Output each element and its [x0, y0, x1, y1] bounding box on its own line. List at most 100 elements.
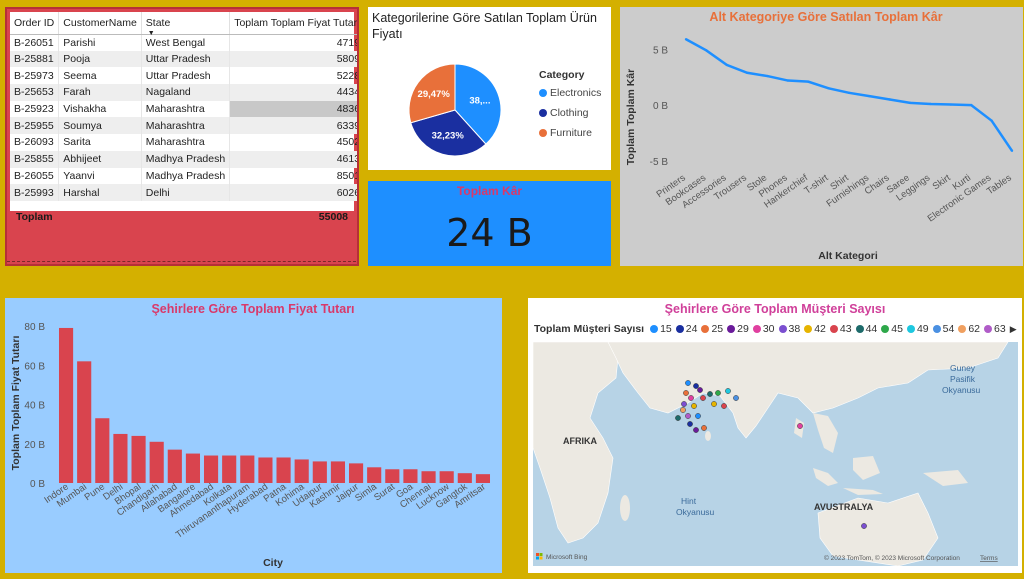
line-data-point[interactable]	[929, 102, 932, 106]
line-data-point[interactable]	[684, 38, 688, 41]
map-city-marker[interactable]	[707, 391, 713, 397]
line-data-point[interactable]	[807, 80, 810, 83]
map-city-marker[interactable]	[711, 401, 717, 407]
table-row[interactable]: B-25881 Pooja Uttar Pradesh 5809	[10, 50, 357, 68]
line-data-point[interactable]	[766, 74, 769, 78]
column-header-customer-name[interactable]: CustomerName	[58, 12, 142, 35]
map-city-marker[interactable]	[685, 380, 691, 386]
bar[interactable]	[348, 463, 364, 483]
line-data-point[interactable]	[908, 101, 912, 105]
bar[interactable]	[77, 361, 92, 483]
map-legend-item[interactable]: 62	[958, 323, 980, 335]
map-city-marker[interactable]	[861, 523, 867, 529]
bar[interactable]	[185, 453, 201, 483]
map-city-marker[interactable]	[701, 425, 707, 431]
table-row[interactable]: B-25955 Soumya Maharashtra 6339	[10, 117, 357, 135]
map-legend-item[interactable]: 38	[778, 323, 800, 335]
bar[interactable]	[294, 459, 309, 483]
pie-legend-item[interactable]: Clothing	[539, 107, 589, 119]
bar[interactable]	[95, 418, 110, 483]
map-city-marker[interactable]	[680, 407, 686, 413]
map-city-marker[interactable]	[695, 413, 701, 419]
column-header-total-price[interactable]: Toplam Toplam Fiyat Tutarı	[229, 12, 357, 35]
column-header-order-id[interactable]: Order ID	[10, 12, 60, 35]
map-city-marker[interactable]	[688, 395, 694, 401]
map-city-marker[interactable]	[693, 427, 699, 433]
bar[interactable]	[403, 469, 418, 483]
bar[interactable]	[385, 469, 400, 483]
line-data-point[interactable]	[970, 103, 973, 107]
map-city-marker[interactable]	[721, 403, 727, 409]
table-row[interactable]: B-25973 Seema Uttar Pradesh 5228	[10, 67, 357, 85]
line-data-point[interactable]	[705, 49, 708, 52]
table-row[interactable]: B-26051 Parishi West Bengal 4719	[10, 34, 357, 51]
bar[interactable]	[276, 457, 291, 483]
bar[interactable]	[421, 471, 436, 483]
bar[interactable]	[113, 433, 128, 483]
map-city-marker[interactable]	[715, 390, 721, 396]
map-city-marker[interactable]	[685, 413, 691, 419]
bar[interactable]	[367, 467, 382, 483]
line-data-point[interactable]	[888, 98, 891, 101]
bar[interactable]	[222, 455, 237, 483]
line-data-point[interactable]	[990, 119, 993, 122]
pie-legend-item[interactable]: Electronics	[539, 87, 601, 99]
bar[interactable]	[475, 474, 491, 483]
table-row[interactable]: B-26093 Sarita Maharashtra 4502	[10, 134, 357, 151]
column-header-state[interactable]: State ▼	[141, 12, 231, 37]
map-legend-item[interactable]: 15	[650, 323, 672, 335]
line-data-point[interactable]	[745, 71, 749, 74]
map-legend-item[interactable]: 42	[804, 323, 826, 335]
pie-slice[interactable]	[408, 63, 456, 124]
map-city-marker[interactable]	[687, 421, 693, 427]
table-row[interactable]: B-26055 Yaanvi Madhya Pradesh 8501	[10, 167, 357, 185]
pie-slice[interactable]	[454, 63, 502, 145]
bar[interactable]	[258, 457, 273, 483]
table-row[interactable]: B-25993 Harshal Delhi 6026	[10, 184, 357, 201]
map-legend-item[interactable]: 24	[675, 323, 697, 335]
map-legend-item[interactable]: 45	[881, 323, 903, 335]
bar[interactable]	[149, 441, 164, 483]
legend-scroll-right-icon[interactable]: ▶	[1009, 324, 1017, 334]
line-data-point[interactable]	[949, 103, 953, 106]
line-data-point[interactable]	[786, 79, 790, 82]
line-data-point[interactable]	[847, 91, 851, 95]
line-data-point[interactable]	[827, 87, 830, 90]
bar[interactable]	[131, 435, 146, 483]
map-legend-item[interactable]: 44	[855, 323, 877, 335]
bar[interactable]	[240, 455, 255, 483]
bar[interactable]	[457, 473, 472, 483]
bar[interactable]	[312, 461, 327, 483]
pie-slice[interactable]	[410, 109, 487, 157]
map-city-marker[interactable]	[691, 403, 697, 409]
map-legend-item[interactable]: 63	[984, 323, 1006, 335]
map-canvas[interactable]: AFRIKA Hint Okyanusu Guney Pasifik Okyan…	[528, 298, 1022, 573]
map-city-marker[interactable]	[797, 423, 803, 429]
bar[interactable]	[203, 455, 219, 483]
map-legend-item[interactable]: 29	[727, 323, 749, 335]
map-terms-link[interactable]: Terms	[980, 555, 998, 562]
map-city-marker[interactable]	[693, 383, 699, 389]
map-legend-item[interactable]: 25	[701, 323, 723, 335]
map-legend-item[interactable]: 30	[752, 323, 775, 335]
line-series[interactable]	[685, 38, 1014, 152]
map-city-marker[interactable]	[700, 395, 706, 401]
map-city-marker[interactable]	[697, 387, 703, 393]
map-legend-item[interactable]: 54	[932, 323, 954, 335]
line-data-point[interactable]	[1010, 149, 1014, 153]
map-legend-item[interactable]: 49	[906, 323, 929, 335]
bar[interactable]	[167, 449, 182, 483]
bar[interactable]	[58, 327, 74, 483]
bar[interactable]	[330, 461, 346, 483]
bar[interactable]	[439, 471, 454, 483]
map-city-marker[interactable]	[675, 415, 681, 421]
map-city-marker[interactable]	[725, 388, 731, 394]
table-row[interactable]: B-25855 Abhijeet Madhya Pradesh 4613	[10, 150, 357, 168]
pie-legend-item[interactable]: Furniture	[539, 127, 592, 139]
map-city-marker[interactable]	[683, 390, 689, 396]
map-city-marker[interactable]	[681, 401, 687, 407]
map-city-marker[interactable]	[733, 395, 739, 401]
line-data-point[interactable]	[868, 94, 871, 98]
line-data-point[interactable]	[725, 63, 728, 67]
map-legend-item[interactable]: 43	[829, 323, 852, 335]
